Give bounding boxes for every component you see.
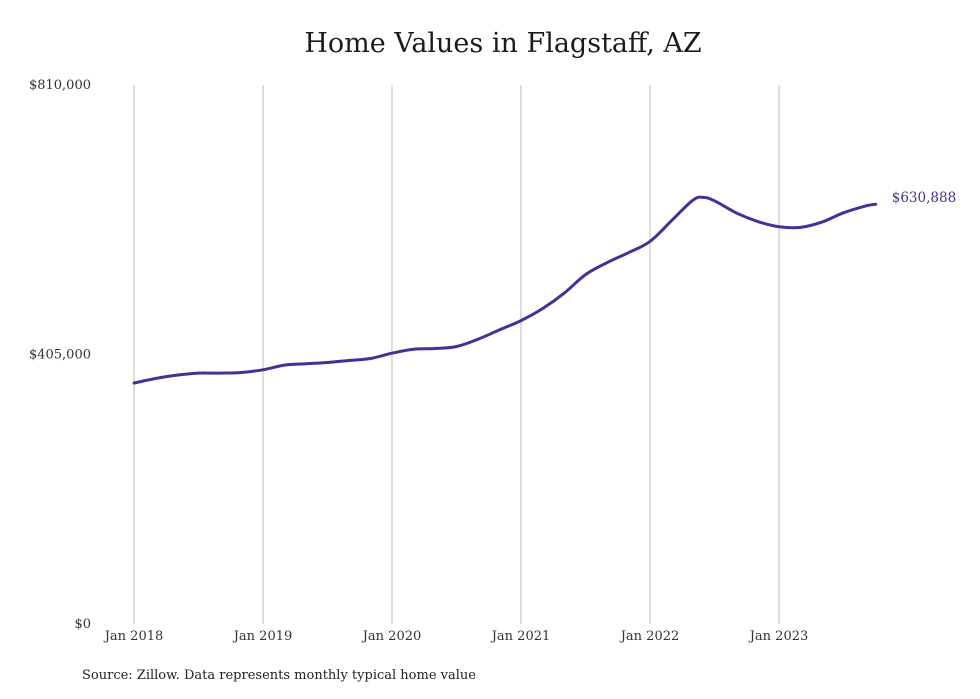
chart-title: Home Values in Flagstaff, AZ xyxy=(304,28,702,59)
series-layer xyxy=(132,195,878,385)
end-value-label: $630,888 xyxy=(892,190,956,206)
annotation-layer: $630,888 xyxy=(892,190,956,206)
y-tick-label: $405,000 xyxy=(29,348,91,363)
x-axis-tick-labels: Jan 2018 Jan 2019 Jan 2020 Jan 2021 Jan 2022… xyxy=(103,629,809,644)
x-tick-label: Jan 2021 xyxy=(490,629,551,644)
series-line xyxy=(132,195,878,385)
x-tick-label: Jan 2022 xyxy=(619,629,680,644)
x-tick-label: Jan 2023 xyxy=(748,629,809,644)
y-tick-label: $0 xyxy=(74,617,91,632)
x-tick-label: Jan 2018 xyxy=(103,629,164,644)
source-note: Source: Zillow. Data represents monthly … xyxy=(82,668,476,683)
y-axis-tick-labels: $0 $405,000 $810,000 xyxy=(29,78,91,632)
vertical-gridlines xyxy=(133,85,780,624)
x-tick-label: Jan 2020 xyxy=(361,629,422,644)
y-tick-label: $810,000 xyxy=(29,78,91,93)
x-tick-label: Jan 2019 xyxy=(232,629,293,644)
